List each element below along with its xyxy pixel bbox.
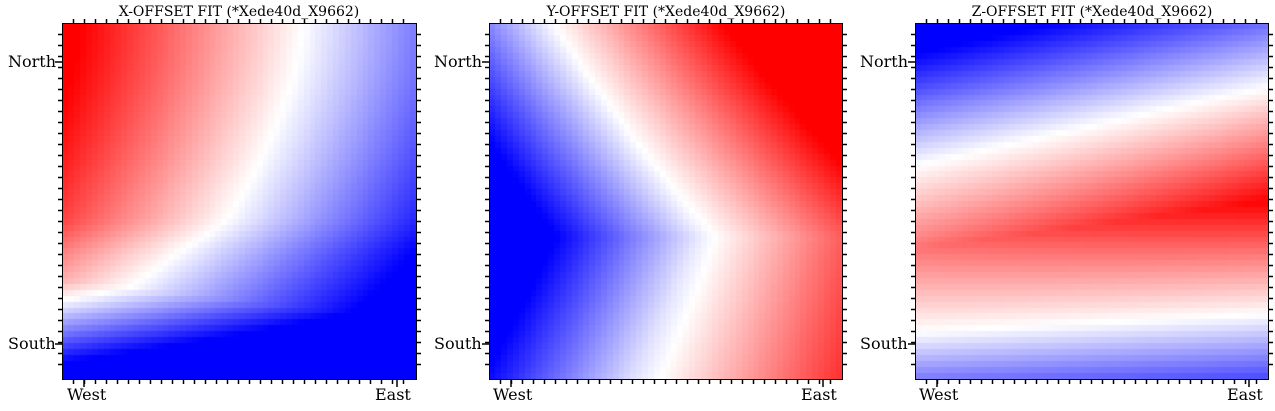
heatmap-plot-area (489, 23, 843, 380)
y-tick-label: North (8, 52, 57, 71)
heatmap-image (63, 24, 416, 379)
panel-title: Y-OFFSET FIT (*Xede40d_X9662) (546, 4, 786, 20)
panel-title: Z-OFFSET FIT (*Xede40d_X9662) (971, 4, 1213, 20)
heatmap-image (916, 24, 1268, 379)
x-tick-label: East (375, 385, 411, 404)
y-tick-label: North (434, 52, 483, 71)
x-tick-label: West (919, 385, 959, 404)
x-tick-label: West (493, 385, 533, 404)
y-tick-label: South (434, 334, 482, 353)
heatmap-image (490, 24, 842, 379)
y-tick-label: North (860, 52, 909, 71)
x-tick-label: East (1227, 385, 1263, 404)
x-tick-label: West (67, 385, 107, 404)
heatmap-plot-area (62, 23, 417, 380)
panel-title: X-OFFSET FIT (*Xede40d_X9662) (118, 4, 360, 20)
x-tick-label: East (801, 385, 837, 404)
heatmap-plot-area (915, 23, 1269, 380)
y-tick-label: South (8, 334, 56, 353)
y-tick-label: South (860, 334, 908, 353)
